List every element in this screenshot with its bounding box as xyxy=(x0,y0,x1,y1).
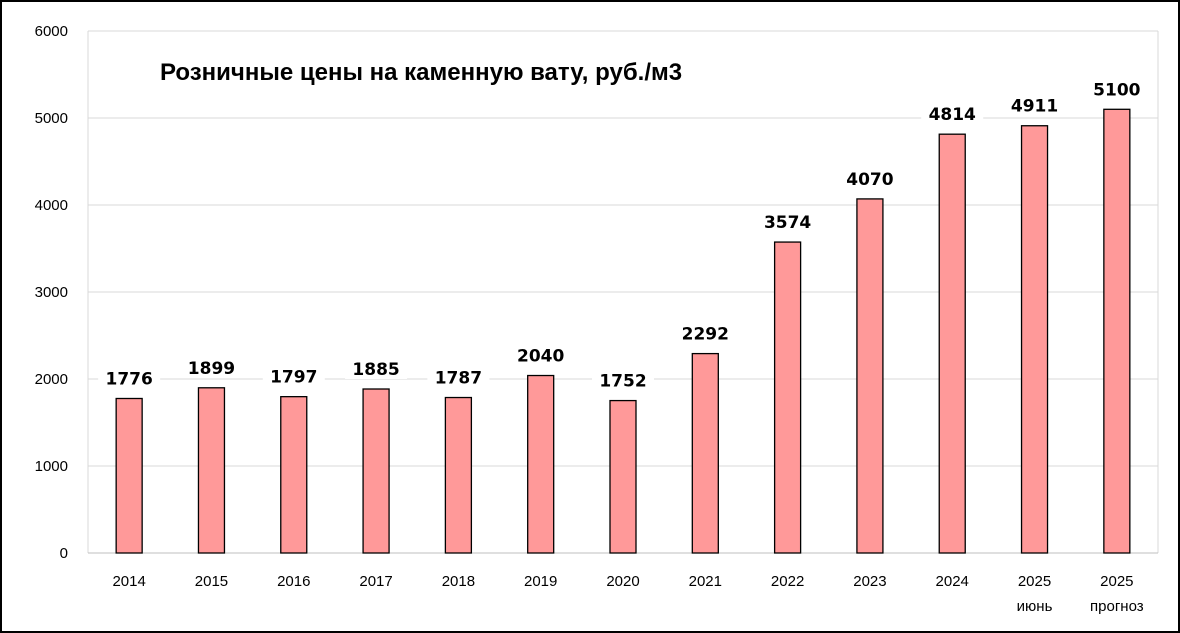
data-label: 1797 xyxy=(270,368,317,388)
chart-title: Розничные цены на каменную вату, руб./м3 xyxy=(160,59,682,86)
x-axis-ticks: 2014 2015 2016 2017 2018 2019 2020 2021 2022 2023… xyxy=(112,573,1143,615)
data-label-background xyxy=(262,364,325,387)
y-tick-label: 3000 xyxy=(35,284,68,301)
data-label: 2292 xyxy=(682,325,729,345)
data-label-background xyxy=(674,321,737,344)
data-label: 4070 xyxy=(846,170,893,190)
y-tick-label: 0 xyxy=(60,545,68,562)
x-tick-label: 2020 xyxy=(606,573,639,590)
data-label: 2040 xyxy=(517,347,564,367)
bar xyxy=(197,387,226,554)
bar xyxy=(1020,125,1049,554)
bar xyxy=(362,388,390,554)
x-tick-label: 2019 xyxy=(524,573,557,590)
y-tick-label: 1000 xyxy=(35,458,68,475)
data-label: 1899 xyxy=(188,359,235,379)
data-label-background xyxy=(921,102,984,125)
x-tick-label: 2025 xyxy=(1018,573,1051,590)
data-label-background xyxy=(427,365,490,388)
x-tick-label: 2021 xyxy=(689,573,722,590)
y-tick-label: 5000 xyxy=(35,110,68,127)
x-tick-label: июнь xyxy=(1017,598,1053,615)
bars xyxy=(115,108,1131,554)
data-label: 4911 xyxy=(1011,97,1058,117)
data-labels: 1776 1899 1797 1885 1787 2040 1752 2292 3574 4070… xyxy=(98,77,1148,392)
data-label-background xyxy=(592,368,654,391)
bar xyxy=(773,241,802,554)
bar xyxy=(280,396,308,554)
data-label-background xyxy=(180,355,243,378)
data-label: 4814 xyxy=(929,105,976,125)
bar xyxy=(1103,108,1131,554)
bar xyxy=(856,198,884,554)
y-axis-ticks: 0 1000 2000 3000 4000 5000 6000 xyxy=(35,23,68,562)
data-label-background xyxy=(509,343,572,366)
bar xyxy=(115,397,143,554)
data-label-background xyxy=(756,210,819,233)
bar xyxy=(691,352,719,554)
x-tick-label: 2022 xyxy=(771,573,804,590)
x-tick-label: 2023 xyxy=(853,573,886,590)
bar xyxy=(444,396,473,554)
bar xyxy=(938,133,966,554)
x-tick-label: 2025 xyxy=(1100,573,1133,590)
data-label-background xyxy=(838,166,901,189)
x-tick-label: 2015 xyxy=(195,573,228,590)
x-tick-label: прогноз xyxy=(1090,598,1144,615)
x-tick-label: 2016 xyxy=(277,573,310,590)
data-label-background xyxy=(1003,93,1066,116)
data-label-background xyxy=(345,357,408,380)
data-label: 1752 xyxy=(599,372,646,392)
bar xyxy=(527,374,555,554)
data-label: 1787 xyxy=(435,369,482,389)
bar xyxy=(609,399,637,554)
y-tick-label: 6000 xyxy=(35,23,68,40)
x-tick-label: 2018 xyxy=(442,573,475,590)
data-label: 5100 xyxy=(1093,80,1140,100)
x-tick-label: 2014 xyxy=(112,573,145,590)
y-tick-label: 2000 xyxy=(35,371,68,388)
x-tick-label: 2024 xyxy=(936,573,969,590)
data-label: 3574 xyxy=(764,213,811,233)
data-label-background xyxy=(98,366,161,389)
data-label-background xyxy=(1085,77,1148,100)
x-tick-label: 2017 xyxy=(359,573,392,590)
data-label: 1776 xyxy=(105,369,152,389)
data-label: 1885 xyxy=(352,360,399,380)
y-tick-label: 4000 xyxy=(35,197,68,214)
